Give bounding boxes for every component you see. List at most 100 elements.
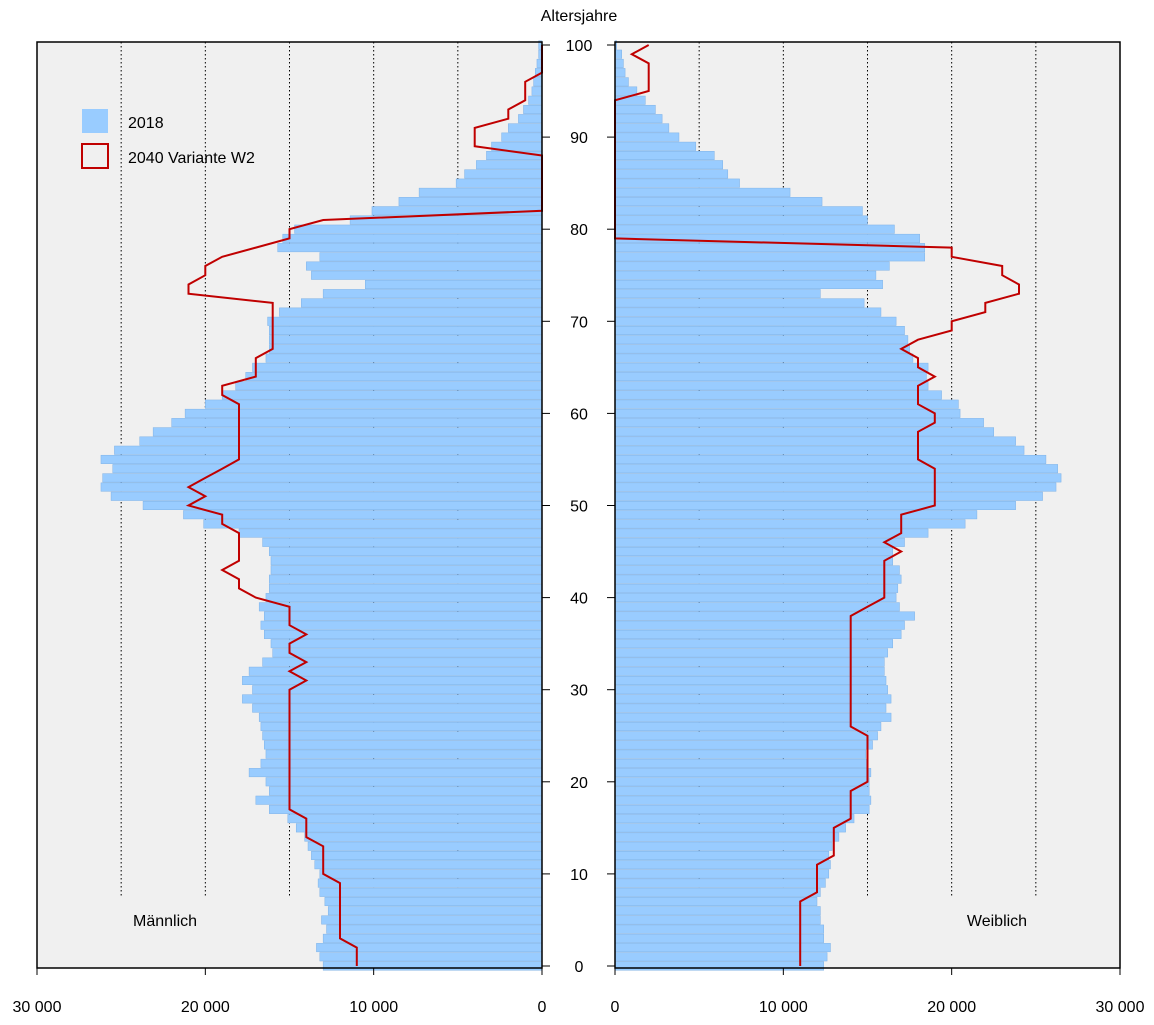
- bar-female-age-6: [614, 906, 821, 916]
- bar-male-age-10: [319, 869, 543, 879]
- bar-male-age-95: [531, 86, 543, 96]
- bar-male-age-75: [311, 270, 543, 280]
- bar-male-age-43: [270, 565, 543, 575]
- bar-female-age-16: [614, 814, 855, 824]
- bar-male-age-57: [139, 436, 543, 446]
- bar-female-age-84: [614, 187, 791, 197]
- bar-male-age-93: [523, 104, 543, 114]
- bar-female-age-87: [614, 160, 723, 170]
- legend-label-2018: 2018: [128, 115, 164, 132]
- bar-female-age-36: [614, 629, 902, 639]
- bar-female-age-55: [614, 454, 1047, 464]
- bar-female-age-64: [614, 372, 927, 382]
- bar-female-age-46: [614, 537, 905, 547]
- bar-female-age-43: [614, 565, 900, 575]
- age-axis: 0 10 20 30 40 50 60 70 80 90 100: [542, 38, 615, 976]
- bar-male-age-80: [294, 224, 543, 234]
- bar-female-age-62: [614, 390, 942, 400]
- male-bars-2018: [100, 40, 543, 971]
- bar-male-age-21: [248, 768, 543, 778]
- bar-female-age-34: [614, 648, 888, 658]
- bar-female-age-91: [614, 123, 670, 133]
- bar-female-age-86: [614, 169, 729, 179]
- bar-female-age-33: [614, 657, 885, 667]
- bar-male-age-49: [183, 510, 543, 520]
- bar-female-age-11: [614, 860, 831, 870]
- bar-female-age-28: [614, 703, 887, 713]
- bar-female-age-52: [614, 482, 1057, 492]
- bar-female-age-0: [614, 961, 824, 971]
- bar-male-age-31: [242, 676, 543, 685]
- bar-female-age-76: [614, 261, 890, 271]
- female-bars-2018: [614, 40, 1062, 971]
- bar-male-age-65: [252, 362, 543, 372]
- bar-male-age-83: [398, 197, 543, 207]
- bar-female-age-63: [614, 381, 929, 391]
- bar-female-age-40: [614, 593, 897, 603]
- bar-male-age-39: [258, 602, 543, 612]
- bar-male-age-14: [304, 832, 543, 842]
- bar-female-age-54: [614, 464, 1058, 474]
- bar-female-age-65: [614, 362, 929, 372]
- bar-male-age-17: [269, 804, 543, 814]
- female-x-axis-ticks: 0 10 000 20 000 30 000: [611, 968, 1145, 1016]
- bar-male-age-35: [270, 639, 543, 649]
- bar-male-age-59: [171, 418, 543, 428]
- bar-male-age-55: [100, 454, 543, 464]
- bar-female-age-29: [614, 694, 892, 704]
- bar-female-age-15: [614, 823, 846, 833]
- bar-male-age-48: [203, 519, 543, 529]
- bar-female-age-85: [614, 178, 740, 188]
- bar-male-age-38: [264, 611, 543, 621]
- bar-male-age-78: [277, 243, 543, 253]
- bar-female-age-31: [614, 676, 887, 685]
- bar-female-age-19: [614, 786, 870, 796]
- age-tick-label: 10: [570, 867, 588, 884]
- bar-male-age-6: [327, 906, 543, 916]
- legend: 2018 2040 Variante W2: [81, 109, 255, 169]
- bar-male-age-58: [152, 427, 543, 437]
- bar-female-age-96: [614, 77, 629, 87]
- bar-female-age-41: [614, 583, 899, 593]
- bar-male-age-96: [533, 77, 543, 87]
- bar-male-age-76: [306, 261, 543, 271]
- bar-male-age-53: [102, 473, 543, 483]
- bar-male-age-13: [307, 841, 543, 851]
- x-tick-label: 10 000: [759, 999, 808, 1016]
- bar-male-age-85: [455, 178, 543, 188]
- x-tick-label: 0: [538, 999, 547, 1016]
- bar-female-age-94: [614, 95, 646, 105]
- bar-male-age-40: [265, 593, 543, 603]
- bar-male-age-16: [287, 814, 543, 824]
- bar-male-age-51: [110, 491, 543, 501]
- bar-female-age-27: [614, 712, 892, 722]
- bar-female-age-45: [614, 547, 893, 557]
- bar-male-age-47: [238, 528, 543, 538]
- bar-female-age-95: [614, 86, 638, 96]
- bar-male-age-9: [317, 878, 543, 888]
- age-tick-label: 30: [570, 683, 588, 700]
- bar-female-age-67: [614, 344, 910, 354]
- age-tick-label: 70: [570, 314, 588, 331]
- bar-female-age-23: [614, 749, 867, 759]
- bar-male-age-67: [269, 344, 543, 354]
- bar-female-age-44: [614, 556, 893, 566]
- bar-female-age-92: [614, 114, 663, 124]
- bar-female-age-72: [614, 298, 865, 308]
- bar-female-age-71: [614, 307, 882, 317]
- bar-male-age-74: [365, 279, 543, 289]
- bar-female-age-83: [614, 197, 823, 207]
- bar-female-age-81: [614, 215, 868, 225]
- bar-male-age-4: [326, 924, 543, 934]
- bar-male-age-91: [508, 123, 543, 133]
- bar-male-age-92: [518, 114, 543, 124]
- male-x-axis-ticks: 0 10 000 20 000 30 000: [13, 968, 547, 1016]
- x-tick-label: 10 000: [349, 999, 398, 1016]
- bar-male-age-23: [265, 749, 543, 759]
- bar-female-age-89: [614, 141, 697, 151]
- bar-male-age-8: [319, 887, 543, 897]
- bar-male-age-63: [235, 381, 543, 391]
- bar-female-age-20: [614, 777, 870, 787]
- bar-male-age-56: [114, 445, 543, 455]
